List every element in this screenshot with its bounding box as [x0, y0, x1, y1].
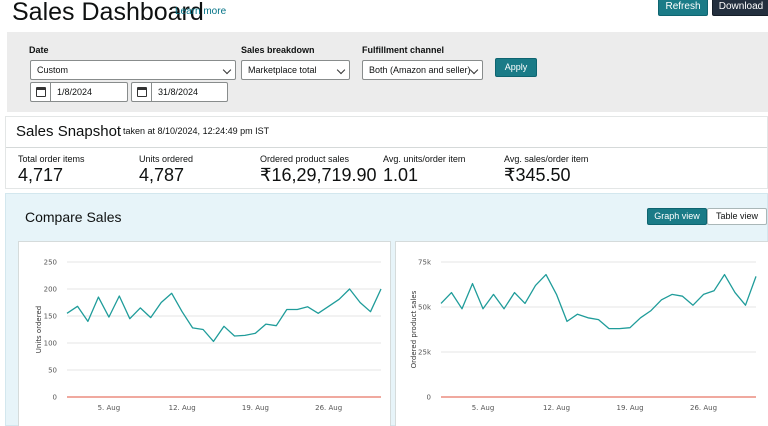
y-tick-label: 50 — [48, 367, 57, 375]
metric-label-total-order-items: Total order items — [18, 154, 85, 164]
y-tick-label: 200 — [44, 286, 57, 294]
chevron-down-icon — [336, 65, 346, 75]
x-tick-label: 5. Aug — [98, 404, 121, 412]
x-tick-label: 19. Aug — [242, 404, 269, 412]
date-range-select[interactable]: Custom — [30, 60, 236, 80]
chevron-down-icon — [222, 65, 232, 75]
x-tick-label: 5. Aug — [472, 404, 495, 412]
y-axis-label: Ordered product sales — [410, 290, 418, 368]
start-date-field[interactable]: 1/8/2024 — [30, 82, 128, 102]
y-tick-label: 0 — [53, 394, 57, 402]
y-axis-label: Units ordered — [35, 306, 43, 353]
snapshot-title: Sales Snapshot — [16, 123, 122, 140]
compare-sales-title: Compare Sales — [25, 209, 122, 225]
metric-value-units-ordered: 4,787 — [139, 165, 185, 185]
page-title: Sales Dashboard — [12, 0, 204, 26]
metric-label-avg-sales: Avg. sales/order item — [504, 154, 589, 164]
snapshot-timestamp: taken at 8/10/2024, 12:24:49 pm IST — [123, 126, 270, 136]
x-tick-label: 12. Aug — [169, 404, 196, 412]
units-ordered-chart: 0 50 100 150 200 250 5. Aug 12. Aug 19. Aug 26. A… — [35, 259, 382, 412]
metric-value-avg-sales: ₹345.50 — [504, 165, 571, 185]
table-view-toggle[interactable]: Table view — [707, 208, 767, 225]
series-line-current — [66, 288, 382, 343]
y-tick-label: 50k — [418, 304, 432, 312]
metric-value-total-order-items: 4,717 — [18, 165, 64, 185]
fulfillment-channel-select[interactable]: Both (Amazon and seller) — [362, 60, 483, 80]
apply-button[interactable]: Apply — [495, 58, 537, 77]
y-tick-label: 250 — [44, 259, 57, 267]
chevron-down-icon — [469, 65, 479, 75]
refresh-button[interactable]: Refresh — [658, 0, 708, 16]
end-date-field[interactable]: 31/8/2024 — [131, 82, 228, 102]
metric-label-units-ordered: Units ordered — [139, 154, 194, 164]
graph-view-toggle[interactable]: Graph view — [647, 208, 707, 225]
start-date-value: 1/8/2024 — [57, 87, 93, 97]
x-tick-label: 26. Aug — [315, 404, 342, 412]
x-tick-label: 19. Aug — [616, 404, 643, 412]
sales-chart-panel: 0 25k 50k 75k 5. Aug 12. Aug 19. Aug 26. Aug Ord… — [395, 241, 768, 426]
end-date-value: 31/8/2024 — [158, 87, 199, 97]
compare-sales-section: Compare Sales Graph view Table view 0 50 1… — [5, 193, 768, 426]
sales-breakdown-select[interactable]: Marketplace total — [241, 60, 350, 80]
filter-panel: Date Custom 1/8/2024 31/8/2024 Sales bre… — [7, 32, 768, 112]
sales-breakdown-value: Marketplace total — [248, 65, 317, 75]
ordered-product-sales-chart: 0 25k 50k 75k 5. Aug 12. Aug 19. Aug 26. Aug Ord… — [410, 259, 757, 412]
fulfillment-channel-value: Both (Amazon and seller) — [369, 65, 471, 75]
calendar-icon[interactable] — [132, 83, 152, 101]
x-tick-label: 12. Aug — [543, 404, 570, 412]
y-tick-label: 100 — [44, 340, 57, 348]
date-label: Date — [29, 45, 49, 55]
metric-label-avg-units: Avg. units/order item — [383, 154, 466, 164]
divider — [6, 147, 767, 148]
series-line-current — [440, 273, 757, 330]
metric-value-ordered-product-sales: ₹16,29,719.90 — [260, 165, 377, 185]
metric-value-avg-units: 1.01 — [383, 165, 419, 185]
calendar-icon[interactable] — [31, 83, 51, 101]
y-tick-label: 0 — [427, 394, 431, 402]
sales-snapshot: Sales Snapshot taken at 8/10/2024, 12:24… — [5, 116, 768, 189]
metric-label-ordered-product-sales: Ordered product sales — [260, 154, 350, 164]
y-tick-label: 150 — [44, 313, 57, 321]
fulfillment-channel-label: Fulfillment channel — [362, 45, 445, 55]
sales-breakdown-label: Sales breakdown — [241, 45, 315, 55]
units-ordered-chart-panel: 0 50 100 150 200 250 5. Aug 12. Aug 19. Aug 26. A… — [18, 241, 391, 426]
x-tick-label: 26. Aug — [690, 404, 717, 412]
download-button[interactable]: Download — [712, 0, 768, 16]
y-tick-label: 75k — [418, 259, 432, 267]
y-tick-label: 25k — [418, 349, 432, 357]
date-range-value: Custom — [37, 65, 69, 75]
learn-more-link[interactable]: Learn more — [175, 6, 227, 17]
